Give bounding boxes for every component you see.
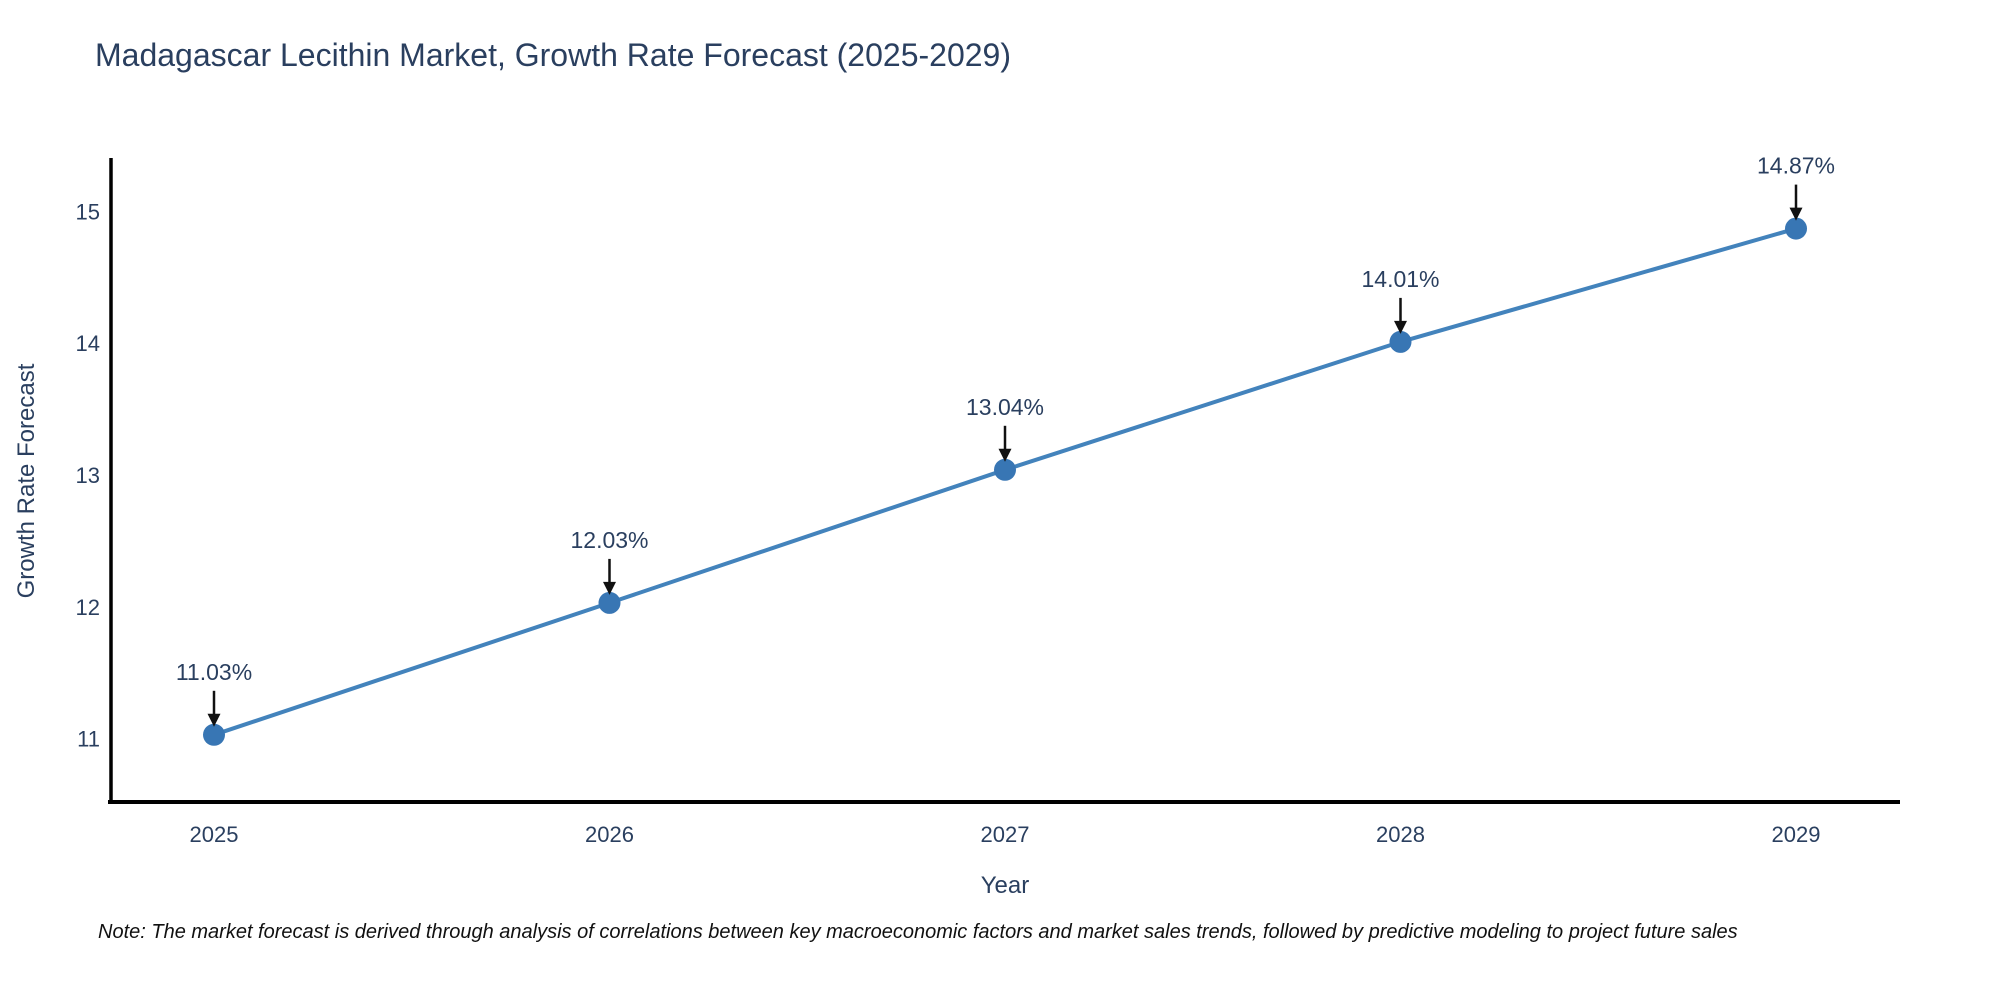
annotation-arrowhead-icon xyxy=(998,448,1012,462)
point-value-label: 14.01% xyxy=(1361,266,1439,292)
x-tick-label: 2028 xyxy=(1376,822,1425,847)
x-tick-label: 2026 xyxy=(585,822,634,847)
point-value-label: 12.03% xyxy=(570,527,648,553)
plot-area: 11 12 13 14 15 2025 2026 2027 2028 2029 11.03% 12.0… xyxy=(76,153,1835,847)
annotation-arrowhead-icon xyxy=(207,713,221,727)
data-point-marker xyxy=(203,723,225,746)
y-tick-label: 14 xyxy=(76,331,100,356)
y-tick-label: 15 xyxy=(76,199,100,224)
data-point-marker xyxy=(994,458,1016,481)
data-point-marker xyxy=(1785,217,1807,240)
point-value-label: 11.03% xyxy=(176,659,252,685)
footnote: Note: The market forecast is derived thr… xyxy=(98,921,1738,943)
point-value-label: 14.87% xyxy=(1757,153,1835,179)
y-tick-label: 11 xyxy=(77,727,100,752)
y-tick-label: 13 xyxy=(76,463,100,488)
annotation-arrowhead-icon xyxy=(1789,207,1803,221)
x-tick-label: 2029 xyxy=(1772,822,1821,847)
annotation-arrowhead-icon xyxy=(1394,320,1407,334)
chart-title: Madagascar Lecithin Market, Growth Rate … xyxy=(95,37,1011,73)
annotation-arrowhead-icon xyxy=(603,581,616,595)
point-value-label: 13.04% xyxy=(966,394,1044,420)
y-axis-title: Growth Rate Forecast xyxy=(13,363,40,598)
series-line xyxy=(212,226,1798,737)
x-axis-title: Year xyxy=(981,872,1030,899)
y-tick-label: 12 xyxy=(76,595,100,620)
x-tick-label: 2027 xyxy=(981,822,1030,847)
data-point-marker xyxy=(598,591,621,614)
data-point-marker xyxy=(1389,330,1412,353)
x-tick-label: 2025 xyxy=(190,822,239,847)
